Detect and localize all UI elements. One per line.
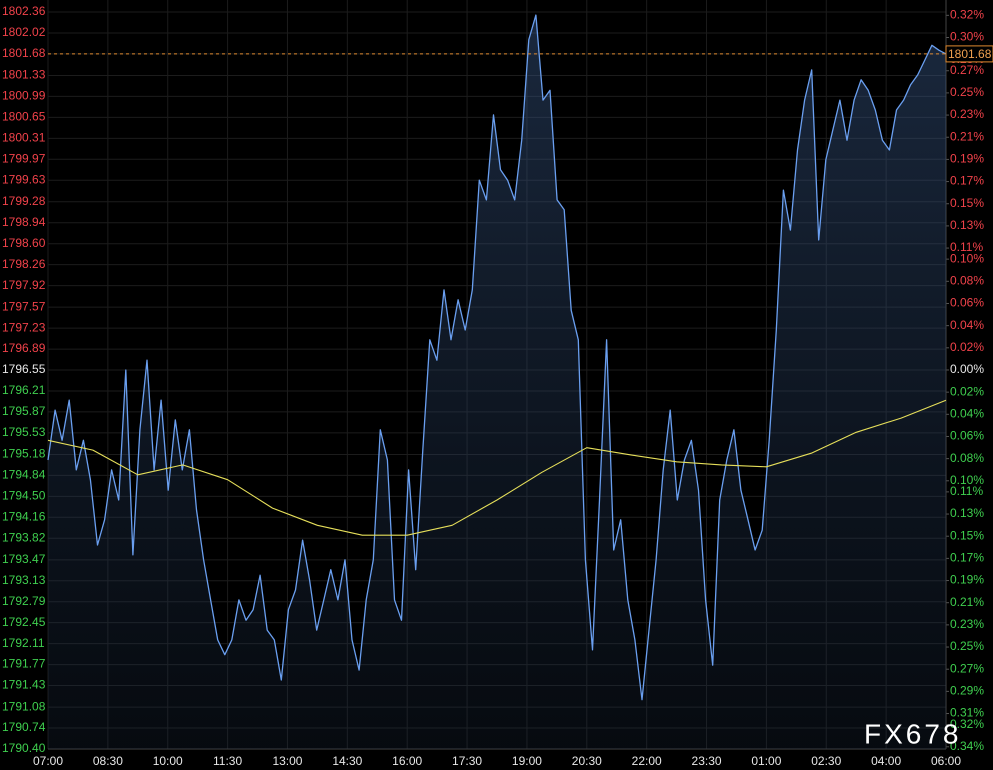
x-tick-label: 17:30 [452,754,482,768]
y-tick-label: 1794.84 [2,468,46,482]
y-tick-label: 1802.02 [2,25,46,39]
y-tick-label: 1790.74 [2,720,46,734]
x-tick-label: 04:00 [871,754,901,768]
y2-tick-label: 0.17% [950,551,984,565]
y2-tick-label: 0.29% [950,684,984,698]
y2-tick-label: 0.19% [950,152,984,166]
x-tick-label: 02:30 [811,754,841,768]
y2-tick-label: 0.00% [950,362,984,376]
y2-tick-label: 0.31% [950,706,984,720]
x-tick-label: 14:30 [332,754,362,768]
x-tick-label: 07:00 [33,754,63,768]
x-tick-label: 10:00 [153,754,183,768]
y-tick-label: 1792.45 [2,615,46,629]
y-tick-label: 1798.94 [2,215,46,229]
y2-tick-label: 0.17% [950,174,984,188]
price-area [48,15,946,750]
y-tick-label: 1799.28 [2,194,46,208]
x-tick-label: 11:30 [213,754,242,768]
y-tick-label: 1790.40 [2,741,46,755]
y-tick-label: 1793.13 [2,573,46,587]
last-price-box [945,45,993,63]
y-tick-label: 1791.43 [2,678,46,692]
y-tick-label: 1794.50 [2,489,46,503]
y-tick-label: 1794.16 [2,509,46,523]
y2-tick-label: 0.02% [950,340,984,354]
y2-tick-label: 0.23% [950,107,984,121]
y2-tick-label: 0.02% [950,384,984,398]
y-tick-label: 1795.87 [2,404,46,418]
y-tick-label: 1796.21 [2,383,46,397]
y2-tick-label: 0.30% [950,30,984,44]
y-tick-label: 1796.89 [2,341,46,355]
y2-tick-label: 0.06% [950,429,984,443]
y-tick-label: 1800.99 [2,89,46,103]
x-tick-label: 22:00 [632,754,662,768]
y-tick-label: 1793.82 [2,530,46,544]
x-tick-label: 20:30 [572,754,602,768]
y2-tick-label: 0.10% [950,251,984,265]
y-tick-label: 1791.77 [2,657,46,671]
y-tick-label: 1795.18 [2,447,46,461]
y-tick-label: 1800.31 [2,130,46,144]
y-tick-label: 1798.60 [2,236,46,250]
y2-tick-label: 0.27% [950,661,984,675]
y-tick-label: 1800.65 [2,110,46,124]
x-tick-label: 13:00 [272,754,302,768]
y-tick-label: 1795.53 [2,425,46,439]
last-price-label: 1801.68 [948,47,992,61]
y2-tick-label: 0.25% [950,85,984,99]
x-tick-label: 16:00 [392,754,422,768]
y-tick-label: 1791.08 [2,699,46,713]
y2-tick-label: 0.19% [950,573,984,587]
x-tick-label: 23:30 [692,754,722,768]
y2-tick-label: 0.06% [950,296,984,310]
y2-tick-label: 0.32% [950,717,984,731]
y2-tick-label: 0.08% [950,273,984,287]
y-tick-label: 1798.26 [2,257,46,271]
y-tick-label: 1792.11 [2,636,45,650]
series-line [47,14,947,701]
x-tick-label: 01:00 [751,754,781,768]
y2-tick-label: 0.23% [950,617,984,631]
y2-tick-label: 0.15% [950,196,984,210]
y-tick-label: 1792.79 [2,594,46,608]
y-tick-label: 1802.36 [2,4,46,18]
y2-tick-label: 0.11% [950,240,983,254]
y2-tick-label: 0.21% [950,595,984,609]
y2-tick-label: 0.13% [950,218,984,232]
y2-tick-label: 0.04% [950,318,984,332]
y-tick-label: 1801.68 [2,46,46,60]
y-tick-label: 1797.23 [2,320,46,334]
y-tick-label: 1793.47 [2,552,46,566]
x-tick-label: 19:00 [512,754,542,768]
y-tick-label: 1799.63 [2,172,46,186]
y-tick-label: 1796.55 [2,362,46,376]
x-tick-label: 06:00 [931,754,961,768]
y-tick-label: 1801.33 [2,68,46,82]
y2-tick-label: 0.13% [950,506,984,520]
y2-tick-label: 0.27% [950,63,984,77]
y2-tick-label: 0.11% [950,484,983,498]
y-tick-label: 1799.97 [2,151,46,165]
y2-tick-label: 0.21% [950,129,984,143]
series-line [47,399,947,536]
y-tick-label: 1797.92 [2,278,46,292]
x-tick-label: 08:30 [93,754,123,768]
y-tick-label: 1797.57 [2,299,46,313]
y2-tick-label: 0.34% [950,739,984,753]
y2-tick-label: 0.08% [950,451,984,465]
y2-tick-label: 0.15% [950,528,984,542]
y2-tick-label: 0.10% [950,473,984,487]
y2-tick-label: 0.25% [950,639,984,653]
watermark: FX678 [864,718,962,749]
y2-tick-label: 0.32% [950,7,984,21]
y2-tick-label: 0.04% [950,406,984,420]
